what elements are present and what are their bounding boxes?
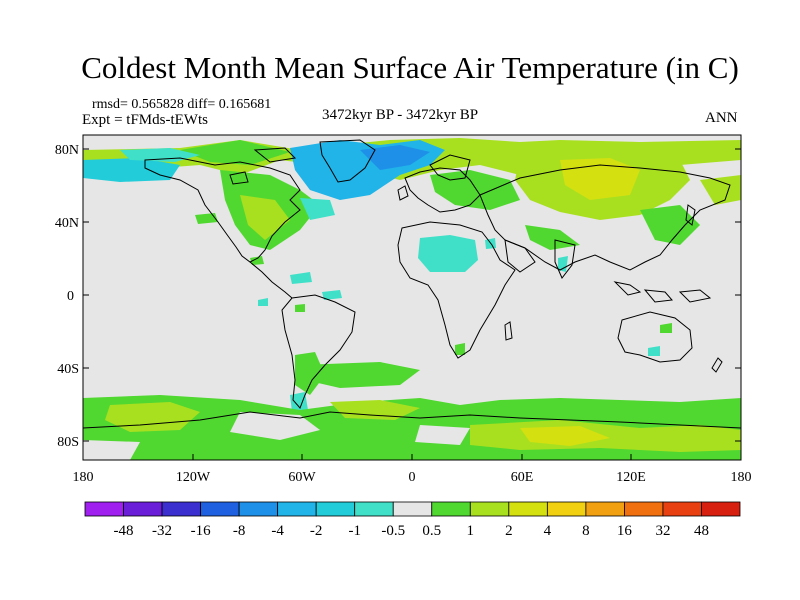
plot-title: Coldest Month Mean Surface Air Temperatu…	[81, 50, 739, 85]
colorbar-swatch	[701, 501, 741, 517]
coastlines	[83, 139, 741, 429]
lon-tick-label: 0	[409, 470, 416, 485]
colorbar-swatch	[84, 501, 124, 517]
colorbar-label: -2	[310, 523, 323, 539]
colorbar-label: -8	[233, 523, 246, 539]
colorbar-swatch	[431, 501, 471, 517]
colorbar-label: -32	[152, 523, 172, 539]
colorbar-swatch	[585, 501, 625, 517]
colorbar-label: -0.5	[381, 523, 405, 539]
colorbar-swatch	[277, 501, 317, 517]
colorbar-label: 4	[544, 523, 552, 539]
colorbar-swatch	[200, 501, 240, 517]
experiment-label: Expt = tFMds-tEWts	[82, 112, 208, 128]
colorbar-label: -48	[114, 523, 134, 539]
colorbar-swatch	[354, 501, 394, 517]
colorbar-label: -16	[191, 523, 211, 539]
lat-axis	[83, 148, 741, 442]
colorbar-label: 0.5	[422, 523, 441, 539]
colorbar-labels: -48 -32 -16 -8 -4 -2 -1 -0.5 0.5 1 2 4 8 16 32 48	[114, 523, 709, 539]
colorbar-label: 1	[467, 523, 475, 539]
colorbar-swatch	[508, 501, 548, 517]
colorbar-swatch	[662, 501, 702, 517]
lat-tick-label: 40S	[57, 362, 79, 377]
colorbar-label: -4	[271, 523, 284, 539]
colorbar-swatch	[161, 501, 201, 517]
lon-tick-label: 60W	[288, 470, 316, 485]
colorbar-swatch	[315, 501, 356, 517]
colorbar-swatch	[546, 501, 587, 517]
colorbar-label: -1	[348, 523, 361, 539]
lon-tick-label: 180	[731, 470, 752, 485]
colorbar-swatch	[123, 501, 163, 517]
lon-tick-label: 60E	[511, 470, 534, 485]
colorbar	[84, 501, 741, 517]
colorbar-swatch	[624, 501, 664, 517]
lat-tick-label: 80N	[55, 143, 79, 158]
colorbar-swatch	[238, 501, 279, 517]
colorbar-swatch	[392, 501, 433, 517]
colorbar-label: 48	[694, 523, 709, 539]
lon-tick-label: 120W	[176, 470, 211, 485]
colorbar-label: 2	[505, 523, 513, 539]
colorbar-label: 32	[655, 523, 670, 539]
lon-tick-label: 180	[73, 470, 94, 485]
anomaly-fields	[83, 138, 741, 460]
colorbar-label: 8	[582, 523, 590, 539]
lon-axis	[82, 454, 742, 460]
stats-label: rmsd= 0.565828 diff= 0.165681	[92, 97, 272, 112]
season-label: ANN	[705, 110, 738, 126]
lat-tick-label: 40N	[55, 216, 79, 231]
lon-tick-label: 120E	[616, 470, 646, 485]
period-label: 3472kyr BP - 3472kyr BP	[322, 107, 479, 123]
lat-tick-label: 0	[67, 289, 74, 304]
colorbar-swatch	[469, 501, 510, 517]
lat-tick-label: 80S	[57, 435, 79, 450]
colorbar-label: 16	[617, 523, 633, 539]
